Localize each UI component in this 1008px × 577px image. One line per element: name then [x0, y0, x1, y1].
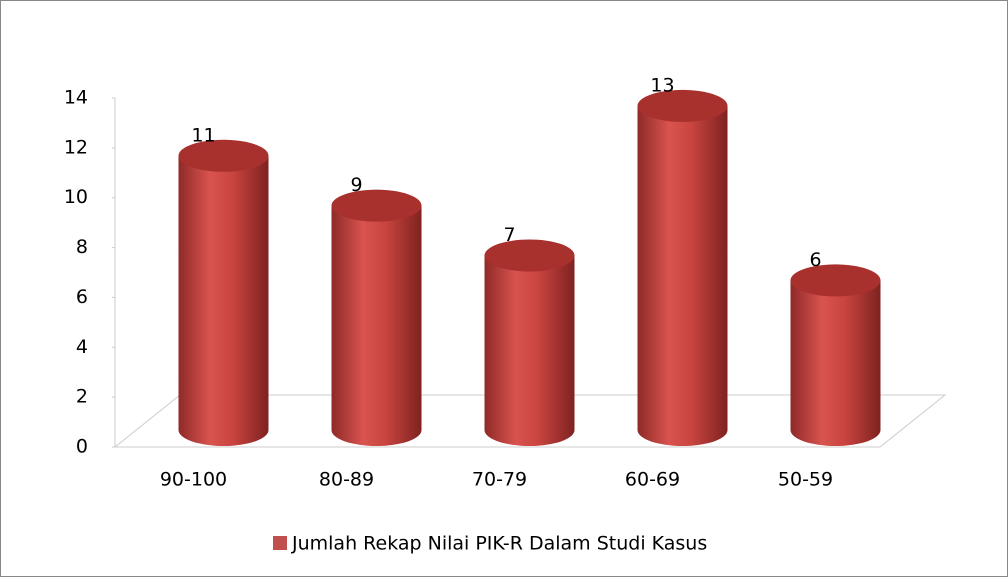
y-tick-label: 8	[76, 236, 88, 258]
x-tick-label: 50-59	[778, 469, 833, 491]
x-tick-label: 80-89	[319, 469, 374, 491]
bar	[484, 255, 575, 446]
y-tick-label: 14	[64, 87, 88, 109]
bar-top	[178, 139, 269, 172]
data-label: 6	[809, 249, 821, 271]
bar-top	[637, 89, 728, 122]
y-tick-label: 6	[76, 286, 88, 308]
bar	[790, 280, 881, 446]
data-label: 11	[191, 124, 215, 146]
y-tick-label: 0	[76, 436, 88, 458]
y-tick-label: 4	[76, 336, 88, 358]
x-tick-label: 60-69	[625, 469, 680, 491]
y-tick-label: 12	[64, 136, 88, 158]
bar	[178, 155, 269, 447]
bar	[331, 205, 422, 446]
bar	[637, 105, 728, 446]
y-tick-label: 10	[64, 186, 88, 208]
legend-label: Jumlah Rekap Nilai PIK-R Dalam Studi Kas…	[291, 533, 707, 555]
y-tick-label: 2	[76, 386, 88, 408]
bar-top	[790, 264, 881, 297]
bar-top	[484, 239, 575, 272]
x-tick-label: 90-100	[160, 469, 227, 491]
data-label: 7	[503, 224, 515, 246]
bar-top	[331, 189, 422, 222]
data-label: 9	[350, 174, 362, 196]
legend-swatch	[273, 536, 287, 550]
data-label: 13	[650, 74, 674, 96]
x-tick-label: 70-79	[472, 469, 527, 491]
floor	[113, 394, 947, 448]
